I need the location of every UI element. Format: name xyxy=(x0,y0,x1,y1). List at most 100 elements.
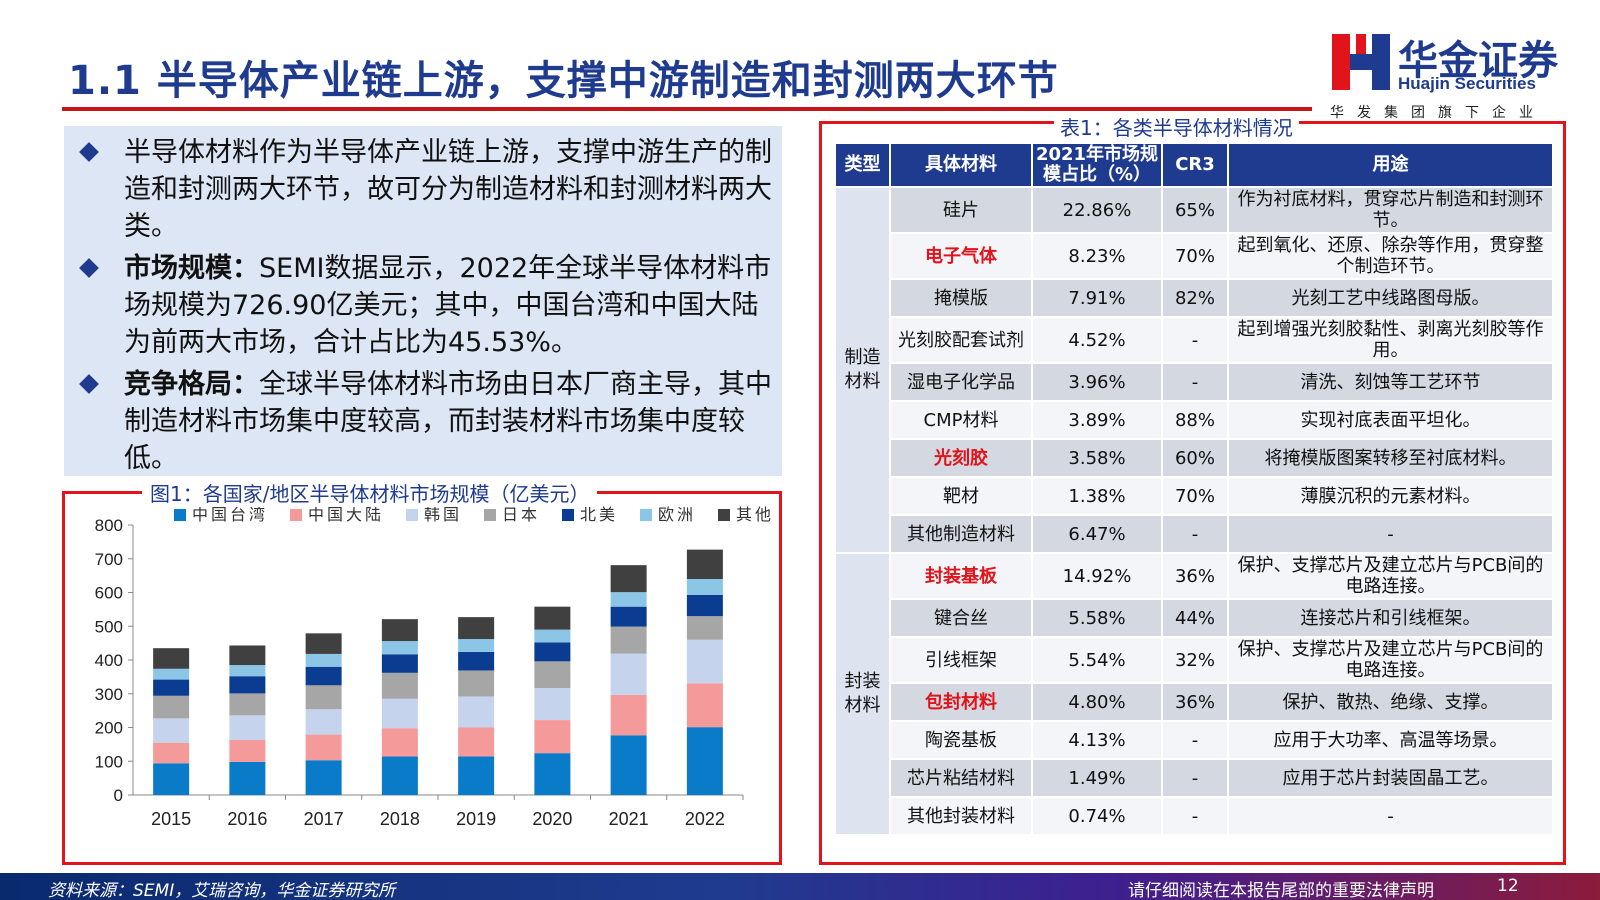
legend-label: 中国大陆 xyxy=(308,505,384,524)
usage-text: 保护、支撑芯片及建立芯片与PCB间的电路连接。 xyxy=(1229,638,1552,682)
market-share: 3.96% xyxy=(1033,364,1161,400)
usage-text: 光刻工艺中线路图母版。 xyxy=(1229,280,1552,316)
cr3-value: - xyxy=(1163,364,1227,400)
usage-text: 保护、支撑芯片及建立芯片与PCB间的电路连接。 xyxy=(1229,554,1552,598)
market-share: 1.38% xyxy=(1033,478,1161,514)
table-row: 其他制造材料 6.47% - - xyxy=(836,516,1552,552)
table-row: 封装 材料 封装基板 14.92% 36% 保护、支撑芯片及建立芯片与PCB间的电路连接… xyxy=(836,554,1552,834)
usage-text: 应用于大功率、高温等场景。 xyxy=(1229,722,1552,758)
cr3-value: 88% xyxy=(1163,402,1227,438)
x-tick-label: 2019 xyxy=(456,809,496,829)
legend-label: 日本 xyxy=(502,505,540,524)
bullet-label: 竞争格局： xyxy=(124,369,259,400)
bar-segment xyxy=(534,606,571,630)
market-share: 14.92% xyxy=(1033,554,1161,598)
bullet-text: SEMI数据显示，2022年全球半导体材料市场规模为726.90亿美元；其中，中… xyxy=(124,253,772,358)
logo-text-en: Huajin Securities xyxy=(1398,74,1536,93)
y-tick-label: 600 xyxy=(95,584,123,603)
market-share: 7.91% xyxy=(1033,280,1161,316)
market-share: 6.47% xyxy=(1033,516,1161,552)
bar-segment xyxy=(381,672,418,699)
bar-segment xyxy=(381,654,418,673)
market-share: 4.52% xyxy=(1033,318,1161,362)
material-name: 芯片粘结材料 xyxy=(891,760,1031,796)
legend-swatch xyxy=(484,509,496,521)
table-caption: 表1：各类半导体材料情况 xyxy=(1054,112,1299,141)
legend-swatch xyxy=(290,509,302,521)
cr3-value: 32% xyxy=(1163,638,1227,682)
legend-swatch xyxy=(640,509,652,521)
legend-swatch xyxy=(406,509,418,521)
bullet-text: 半导体材料作为半导体产业链上游，支撑中游生产的制造和封测两大环节，故可分为制造材… xyxy=(124,137,772,242)
header-material: 具体材料 xyxy=(891,144,1031,186)
bar-segment xyxy=(305,709,342,735)
legend-label: 韩国 xyxy=(424,505,462,524)
page-number: 12 xyxy=(1497,876,1519,896)
bar-segment xyxy=(229,645,266,666)
legend-swatch xyxy=(562,509,574,521)
bar-segment xyxy=(153,718,190,743)
materials-table: 类型 具体材料 2021年市场规模占比（%） CR3 用途 制造 材料 硅片 22.… xyxy=(834,142,1554,836)
bar-segment xyxy=(458,651,495,671)
bar-segment xyxy=(686,549,723,579)
bar-segment xyxy=(381,756,418,795)
bar-segment xyxy=(686,683,723,728)
logo-tagline: 华发集团旗下企业 xyxy=(1330,105,1546,121)
y-tick-label: 500 xyxy=(95,617,123,636)
bar-segment xyxy=(153,648,190,669)
legend-swatch xyxy=(174,509,186,521)
cr3-value: 82% xyxy=(1163,280,1227,316)
market-share: 22.86% xyxy=(1033,188,1161,232)
bar-segment xyxy=(686,616,723,640)
bar-segment xyxy=(305,685,342,710)
cr3-value: 65% xyxy=(1163,188,1227,232)
cr3-value: 70% xyxy=(1163,234,1227,278)
material-name: CMP材料 xyxy=(891,402,1031,438)
bar-segment xyxy=(305,760,342,795)
bar-segment xyxy=(534,753,571,795)
market-share: 3.89% xyxy=(1033,402,1161,438)
bar-segment xyxy=(610,592,647,607)
market-share: 5.54% xyxy=(1033,638,1161,682)
bar-segment xyxy=(686,727,723,795)
bar-segment xyxy=(610,606,647,627)
usage-text: - xyxy=(1229,798,1552,834)
bullet-item: 竞争格局：全球半导体材料市场由日本厂商主导，其中制造材料市场集中度较高，而封装材… xyxy=(79,366,782,477)
chart-caption: 图1：各国家/地区半导体材料市场规模（亿美元） xyxy=(142,478,598,507)
bar-segment xyxy=(381,619,418,642)
header-type: 类型 xyxy=(836,144,889,186)
table-row: 电子气体 8.23% 70% 起到氧化、还原、除杂等作用，贯穿整个制造环节。 xyxy=(836,234,1552,278)
x-tick-label: 2022 xyxy=(685,809,725,829)
page-title: 1.1 半导体产业链上游，支撑中游制造和封测两大环节 xyxy=(68,58,1059,104)
summary-panel: 半导体材料作为半导体产业链上游，支撑中游生产的制造和封测两大环节，故可分为制造材… xyxy=(64,126,782,476)
bar-segment xyxy=(458,727,495,757)
material-name: 包封材料 xyxy=(891,684,1031,720)
bar-segment xyxy=(229,676,266,694)
table-row: 其他封装材料 0.74% - - xyxy=(836,798,1552,834)
table-row: 掩模版 7.91% 82% 光刻工艺中线路图母版。 xyxy=(836,280,1552,316)
footer-bar: 资料来源：SEMI，艾瑞咨询，华金证券研究所 请仔细阅读在本报告尾部的重要法律声… xyxy=(0,873,1600,900)
header-use: 用途 xyxy=(1229,144,1552,186)
material-name: 键合丝 xyxy=(891,600,1031,636)
table-row: 制造 材料 硅片 22.86% 65% 作为衬底材料，贯穿芯片制造和封测环节。 xyxy=(836,188,1552,552)
huajin-logo-icon xyxy=(1332,34,1390,90)
y-tick-label: 300 xyxy=(95,685,123,704)
bar-segment xyxy=(305,653,342,667)
bar-segment xyxy=(686,579,723,595)
cr3-value: - xyxy=(1163,516,1227,552)
bar-segment xyxy=(381,728,418,757)
material-name: 其他封装材料 xyxy=(891,798,1031,834)
bar-segment xyxy=(229,761,266,795)
bullet-text: 全球半导体材料市场由日本厂商主导，其中制造材料市场集中度较高，而封装材料市场集中… xyxy=(124,369,772,474)
table-row: 光刻胶 3.58% 60% 将掩模版图案转移至衬底材料。 xyxy=(836,440,1552,476)
material-name: 湿电子化学品 xyxy=(891,364,1031,400)
table-header-row: 类型 具体材料 2021年市场规模占比（%） CR3 用途 xyxy=(836,144,1552,186)
bar-segment xyxy=(153,668,190,680)
legend-swatch xyxy=(718,509,730,521)
bar-segment xyxy=(534,629,571,643)
legend-label: 中国台湾 xyxy=(192,505,268,524)
bar-segment xyxy=(610,735,647,795)
y-tick-label: 400 xyxy=(95,651,123,670)
legend-label: 欧洲 xyxy=(658,505,696,524)
